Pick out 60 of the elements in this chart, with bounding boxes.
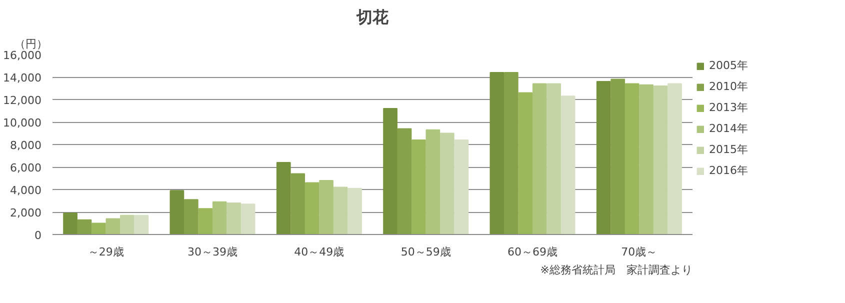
bar	[120, 214, 134, 234]
x-tick-label: 70歳～	[621, 246, 658, 258]
bar	[226, 202, 242, 234]
chart-title: 切花	[356, 8, 390, 26]
y-tick-label: 14,000	[3, 72, 42, 84]
bar	[624, 83, 640, 234]
y-tick-label: 0	[34, 229, 42, 242]
legend-label: 2010年	[709, 79, 748, 94]
bar	[240, 204, 256, 234]
legend-label: 2005年	[709, 58, 748, 73]
text: ※総務省統計局 家計調査より	[540, 264, 692, 276]
bar	[426, 129, 440, 234]
bar	[77, 219, 92, 234]
bar	[546, 83, 562, 234]
bar	[92, 222, 106, 234]
bar	[63, 212, 78, 234]
bar	[276, 162, 291, 234]
bar	[454, 140, 469, 234]
bar	[532, 83, 547, 234]
x-tick-label: 40～49歳	[294, 246, 344, 258]
x-tick-label: 50～59歳	[400, 246, 451, 258]
y-tick-label: 4,000	[10, 184, 42, 197]
bar	[518, 92, 533, 234]
legend-label: 2016年	[709, 163, 748, 178]
bar	[653, 86, 668, 234]
bar	[397, 128, 412, 234]
bar	[610, 78, 626, 234]
y-tick-label: 12,000	[3, 94, 42, 107]
y-tick-label: 10,000	[3, 116, 42, 130]
bar	[412, 140, 426, 234]
bar	[596, 81, 611, 234]
y-tick-label: 2,000	[10, 206, 42, 220]
y-tick-label: 6,000	[10, 162, 42, 174]
bar	[290, 173, 306, 234]
bar	[383, 108, 398, 234]
bar	[170, 190, 184, 234]
bar	[348, 188, 362, 234]
y-tick-label: 16,000	[3, 49, 42, 62]
legend-label: 2014年	[709, 121, 748, 136]
bar	[440, 132, 454, 234]
bar	[639, 84, 654, 234]
x-tick-label: 60～69歳	[508, 246, 558, 258]
bar	[184, 199, 198, 234]
bar	[504, 72, 518, 234]
y-axis-title: （円）	[14, 38, 48, 50]
bar	[106, 218, 120, 234]
bar	[304, 182, 320, 234]
x-tick-label: ～29歳	[88, 246, 124, 258]
legend-label: 2013年	[709, 100, 748, 115]
x-tick-label: 30～39歳	[188, 246, 238, 258]
y-tick-label: 8,000	[10, 139, 42, 152]
bar	[333, 186, 348, 234]
bar	[560, 96, 576, 234]
bar	[212, 201, 227, 234]
bar	[668, 83, 682, 234]
legend-label: 2015年	[709, 142, 748, 157]
bar	[198, 208, 213, 234]
bar	[134, 214, 149, 234]
bar	[319, 180, 334, 234]
bar	[490, 72, 504, 234]
